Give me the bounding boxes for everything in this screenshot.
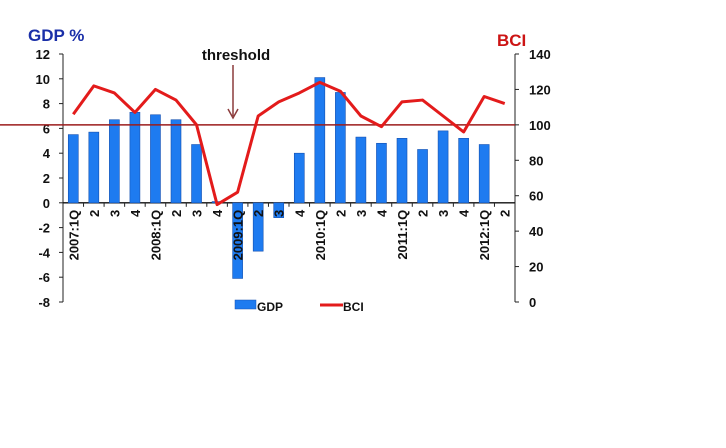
threshold-arrow-icon (227, 108, 239, 120)
gdp-bar (396, 138, 408, 204)
gdp-bar (355, 136, 367, 204)
x-axis-category-label: 2009:1Q (231, 210, 246, 261)
right-axis-tick-label: 120 (529, 82, 551, 97)
gdp-bar (293, 152, 305, 204)
right-axis-tick-label: 40 (529, 224, 543, 239)
x-axis-category-label: 3 (272, 210, 287, 217)
legend: GDP BCI (234, 299, 364, 314)
gdp-bar (232, 202, 243, 279)
legend-gdp-swatch (234, 299, 257, 310)
x-axis-category-label: 2007:1Q (66, 210, 81, 261)
left-axis-title: GDP % (28, 26, 84, 45)
left-axis-tick-label: -6 (38, 270, 50, 285)
left-axis-tick-label: 0 (43, 196, 50, 211)
gdp-bar (150, 114, 161, 204)
gdp-bar (458, 138, 469, 204)
left-axis-tick-label: 8 (43, 97, 50, 112)
legend-bci-label: BCI (343, 300, 364, 314)
right-axis-tick-label: 140 (529, 47, 551, 62)
x-axis-category-label: 2 (498, 210, 513, 217)
right-axis-tick-label: 80 (529, 153, 543, 168)
x-axis-category-label: 2 (87, 210, 102, 217)
threshold-label: threshold (202, 47, 270, 64)
gdp-bar (67, 134, 79, 204)
x-axis-category-label: 3 (107, 210, 122, 217)
x-axis-category-label: 2012:1Q (477, 210, 492, 261)
gdp-bar (170, 119, 182, 204)
left-axis-tick-label: -4 (38, 245, 50, 260)
gdp-bar (273, 202, 285, 218)
right-axis-tick-label: 0 (529, 295, 536, 310)
left-axis-tick-label: 4 (43, 146, 51, 161)
left-axis-tick-label: -8 (38, 295, 50, 310)
x-axis-category-label: 4 (457, 209, 472, 217)
gdp-bar (314, 77, 326, 204)
left-axis-tick-label: 10 (36, 72, 50, 87)
bci-line (72, 80, 506, 207)
x-axis-category-label: 2 (416, 210, 431, 217)
gdp-bar (376, 142, 387, 204)
x-axis-category-label: 3 (436, 210, 451, 217)
x-axis-category-label: 3 (354, 210, 369, 217)
gdp-bar (252, 202, 264, 252)
gdp-bar (88, 131, 100, 204)
gdp-bar (335, 92, 346, 204)
x-axis-category-label: 2010:1Q (313, 210, 328, 261)
gdp-bar (191, 144, 202, 204)
x-axis-category-label: 2 (169, 210, 184, 217)
x-axis-category-label: 4 (128, 209, 143, 217)
right-axis-tick-label: 100 (529, 118, 551, 133)
gdp-bar (437, 130, 449, 204)
right-axis-tick-label: 20 (529, 260, 543, 275)
gdp-bar (109, 119, 120, 204)
x-axis-category-label: 4 (292, 209, 307, 217)
left-axis-tick-label: 6 (43, 121, 50, 136)
right-axis-title: BCI (497, 31, 526, 50)
x-axis-category-label: 3 (190, 210, 205, 217)
x-axis-category-label: 4 (374, 209, 389, 217)
x-axis-category-label: 2008:1Q (148, 210, 163, 261)
gdp-bar (417, 149, 428, 204)
gdp-bar (129, 111, 141, 204)
x-axis-category-label: 4 (210, 209, 225, 217)
left-axis-tick-label: 2 (43, 171, 50, 186)
right-axis-tick-label: 60 (529, 189, 543, 204)
gdp-bar (478, 144, 490, 204)
x-axis-category-label: 2 (251, 210, 266, 217)
x-axis-category-label: 2 (333, 210, 348, 217)
x-axis-category-label: 2011:1Q (395, 210, 410, 260)
legend-gdp-label: GDP (257, 300, 283, 314)
left-axis-tick-label: -2 (38, 221, 50, 236)
left-axis-tick-label: 12 (36, 47, 50, 62)
